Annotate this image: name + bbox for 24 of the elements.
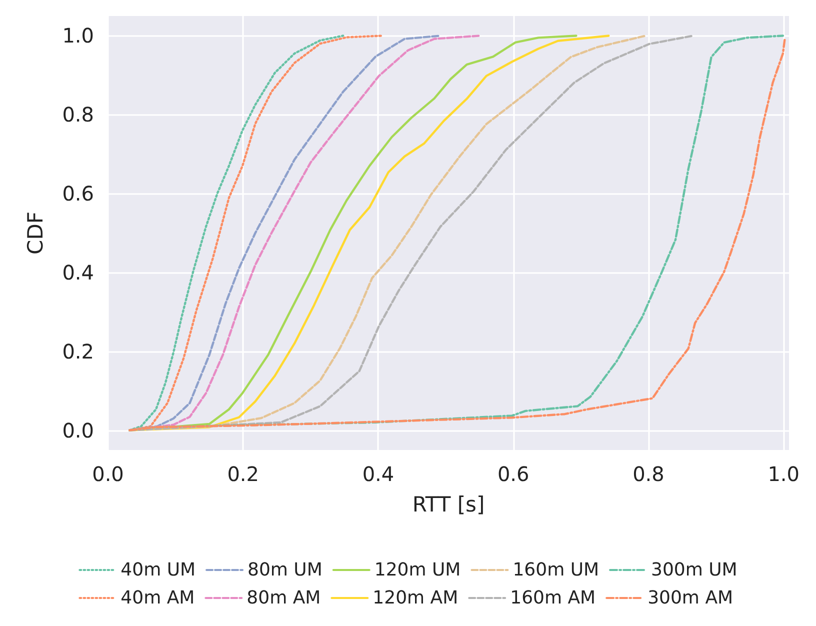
y-tick-label: 1.0 <box>62 24 94 48</box>
y-axis-title: CDF <box>24 212 48 254</box>
x-tick-label: 0.6 <box>497 462 530 486</box>
legend-label: 40m AM <box>120 588 195 608</box>
x-tick-label: 0.2 <box>227 462 260 486</box>
legend-label: 160m AM <box>510 588 596 608</box>
legend-label: 40m UM <box>120 560 196 580</box>
x-tick-label: 0.0 <box>92 462 124 486</box>
legend-label: 120m AM <box>372 588 458 608</box>
legend-label: 300m AM <box>648 588 734 608</box>
y-tick-label: 0.8 <box>62 102 94 127</box>
legend-label: 80m UM <box>248 560 322 580</box>
x-tick-label: 0.4 <box>362 462 394 486</box>
y-tick-label: 0.6 <box>62 182 94 206</box>
y-tick-label: 0.0 <box>62 418 94 442</box>
legend-label: 80m AM <box>246 588 321 608</box>
y-tick-label: 0.2 <box>62 339 94 364</box>
x-tick-label: 0.8 <box>632 462 664 486</box>
x-axis-title: RTT [s] <box>412 492 485 516</box>
legend-label: 160m UM <box>512 560 600 580</box>
y-tick-label: 0.4 <box>62 260 94 284</box>
x-tick-label: 1.0 <box>768 462 800 486</box>
legend-label: 300m UM <box>651 560 738 580</box>
legend-label: 120m UM <box>374 560 461 580</box>
